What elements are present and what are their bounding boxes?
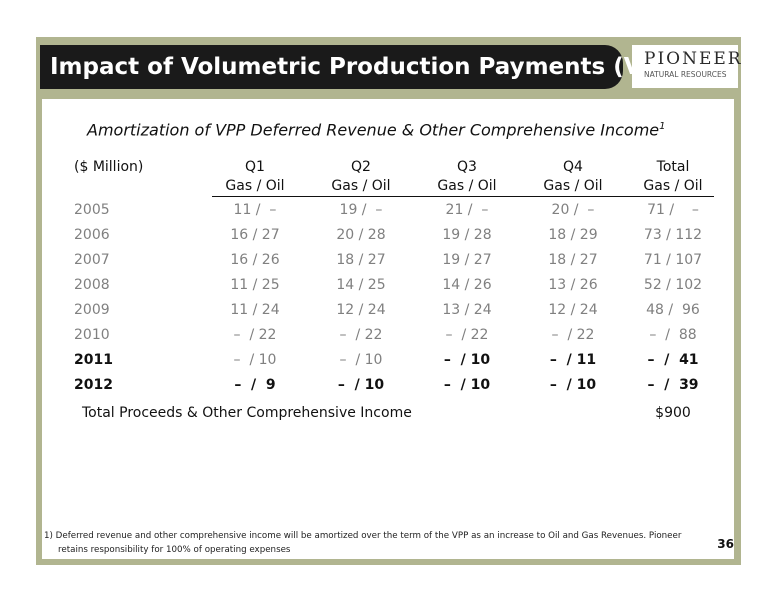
- cell-q2: 18 / 27: [336, 252, 386, 268]
- cell-q4: – / 10: [549, 377, 597, 393]
- cell-q4: 18 / 27: [548, 252, 598, 268]
- column-header-sub: Gas / Oil: [225, 178, 285, 194]
- cell-q1: 16 / 27: [230, 227, 280, 243]
- cell-total: – / 41: [647, 352, 699, 368]
- cell-q2: – / 22: [339, 327, 383, 343]
- slide-title: Impact of Volumetric Production Payments…: [50, 54, 686, 80]
- cell-q1: – / 10: [233, 352, 277, 368]
- table-row: 2010 – / 22 – / 22 – / 22 – / 22 – / 88: [0, 323, 776, 348]
- cell-q1: 11 / 25: [230, 277, 280, 293]
- cell-q4: 13 / 26: [548, 277, 598, 293]
- cell-q2: – / 10: [337, 377, 385, 393]
- header-rule: [212, 196, 714, 197]
- cell-q4: – / 11: [549, 352, 597, 368]
- cell-q3: 14 / 26: [442, 277, 492, 293]
- cell-q3: 19 / 27: [442, 252, 492, 268]
- units-label: ($ Million): [74, 159, 144, 175]
- total-value: $900: [655, 405, 691, 421]
- company-logo: PIONEER: [644, 49, 743, 69]
- table-row: 2011 – / 10 – / 10 – / 10 – / 11 – / 41: [0, 348, 776, 373]
- total-row: Total Proceeds & Other Comprehensive Inc…: [0, 401, 776, 426]
- column-header-sub: Gas / Oil: [643, 178, 703, 194]
- column-header-q1: Q1 Gas / Oil: [212, 158, 298, 198]
- cell-q2: 19 / –: [339, 202, 383, 218]
- cell-total: 48 / 96: [646, 302, 700, 318]
- column-header-label: Q4: [563, 159, 583, 175]
- column-header-sub: Gas / Oil: [437, 178, 497, 194]
- cell-q3: 21 / –: [445, 202, 489, 218]
- cell-total: 73 / 112: [643, 227, 703, 243]
- subtitle-text: Amortization of VPP Deferred Revenue & O…: [87, 120, 660, 140]
- cell-q2: 20 / 28: [336, 227, 386, 243]
- cell-total: – / 39: [647, 377, 699, 393]
- cell-q1: 16 / 26: [230, 252, 280, 268]
- column-header-q2: Q2 Gas / Oil: [318, 158, 404, 198]
- table-row: 2008 11 / 25 14 / 25 14 / 26 13 / 26 52 …: [0, 273, 776, 298]
- footnote-line-1: 1) Deferred revenue and other comprehens…: [44, 531, 682, 541]
- cell-q2: 12 / 24: [336, 302, 386, 318]
- cell-total: – / 88: [649, 327, 697, 343]
- table-subtitle: Amortization of VPP Deferred Revenue & O…: [87, 115, 707, 139]
- cell-q4: 20 / –: [551, 202, 595, 218]
- cell-q4: 18 / 29: [548, 227, 598, 243]
- column-header-label: Total: [656, 159, 690, 175]
- total-label: Total Proceeds & Other Comprehensive Inc…: [82, 405, 412, 421]
- column-header-q4: Q4 Gas / Oil: [530, 158, 616, 198]
- footnote-mark: 1: [659, 121, 666, 132]
- table-row: 2006 16 / 27 20 / 28 19 / 28 18 / 29 73 …: [0, 223, 776, 248]
- cell-q1: 11 / 24: [230, 302, 280, 318]
- row-year: 2005: [74, 202, 110, 218]
- cell-q1: – / 22: [233, 327, 277, 343]
- column-header-sub: Gas / Oil: [331, 178, 391, 194]
- table-row: 2009 11 / 24 12 / 24 13 / 24 12 / 24 48 …: [0, 298, 776, 323]
- cell-q1: 11 / –: [233, 202, 277, 218]
- column-header-q3: Q3 Gas / Oil: [424, 158, 510, 198]
- content-panel: [42, 99, 734, 559]
- cell-total: 52 / 102: [643, 277, 703, 293]
- cell-q4: 12 / 24: [548, 302, 598, 318]
- table-row: 2007 16 / 26 18 / 27 19 / 27 18 / 27 71 …: [0, 248, 776, 273]
- cell-q3: 13 / 24: [442, 302, 492, 318]
- cell-q1: – / 9: [234, 377, 276, 393]
- cell-q4: – / 22: [551, 327, 595, 343]
- logo-panel: [632, 45, 738, 88]
- cell-q3: 19 / 28: [442, 227, 492, 243]
- cell-q3: – / 22: [445, 327, 489, 343]
- footnote-line-2: retains responsibility for 100% of opera…: [58, 545, 291, 555]
- table-row: 2005 11 / – 19 / – 21 / – 20 / – 71 / –: [0, 198, 776, 223]
- column-header-label: Q1: [245, 159, 265, 175]
- column-header-total: Total Gas / Oil: [630, 158, 716, 198]
- row-year: 2010: [74, 327, 110, 343]
- table-row: 2012 – / 9 – / 10 – / 10 – / 10 – / 39: [0, 373, 776, 398]
- cell-total: 71 / –: [647, 202, 699, 218]
- row-year: 2006: [74, 227, 110, 243]
- row-year: 2008: [74, 277, 110, 293]
- title-bar: [40, 45, 623, 89]
- row-year: 2012: [74, 377, 113, 393]
- column-header-label: Q2: [351, 159, 371, 175]
- cell-total: 71 / 107: [643, 252, 703, 268]
- footnote: 1) Deferred revenue and other comprehens…: [44, 529, 704, 557]
- column-header-sub: Gas / Oil: [543, 178, 603, 194]
- page-number: 36: [717, 537, 734, 551]
- cell-q3: – / 10: [443, 377, 491, 393]
- row-year: 2009: [74, 302, 110, 318]
- cell-q2: – / 10: [339, 352, 383, 368]
- column-header-label: Q3: [457, 159, 477, 175]
- company-logo-tagline: NATURAL RESOURCES: [644, 70, 727, 79]
- row-year: 2007: [74, 252, 110, 268]
- cell-q2: 14 / 25: [336, 277, 386, 293]
- row-year: 2011: [74, 352, 113, 368]
- cell-q3: – / 10: [443, 352, 491, 368]
